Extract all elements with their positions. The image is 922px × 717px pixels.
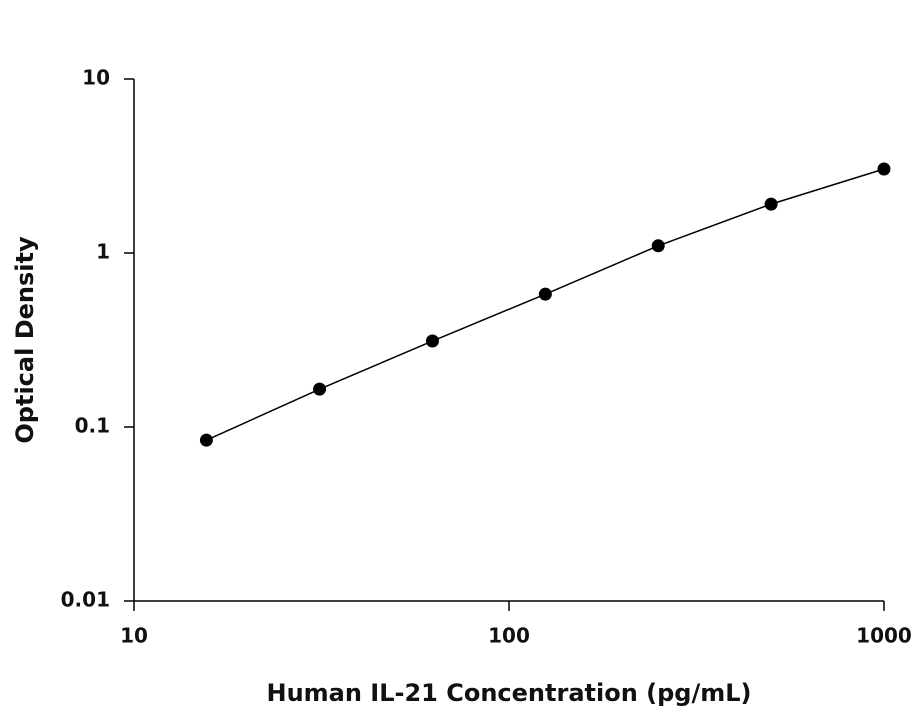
x-tick-label: 100 xyxy=(488,624,530,648)
y-tick-label: 1 xyxy=(96,240,110,264)
y-axis-label: Optical Density xyxy=(11,236,39,444)
data-point xyxy=(538,287,552,301)
data-point xyxy=(425,334,439,348)
x-axis-label: Human IL-21 Concentration (pg/mL) xyxy=(266,679,751,707)
x-tick-label: 1000 xyxy=(856,624,912,648)
x-tick-label: 10 xyxy=(120,624,148,648)
y-tick-label: 10 xyxy=(82,66,110,90)
data-point xyxy=(764,197,778,211)
data-point xyxy=(313,382,327,396)
data-point xyxy=(651,239,665,253)
y-tick-label: 0.01 xyxy=(61,588,110,612)
data-point xyxy=(199,433,213,447)
curve xyxy=(206,168,885,441)
y-tick-label: 0.1 xyxy=(75,414,110,438)
data-point xyxy=(877,162,891,176)
